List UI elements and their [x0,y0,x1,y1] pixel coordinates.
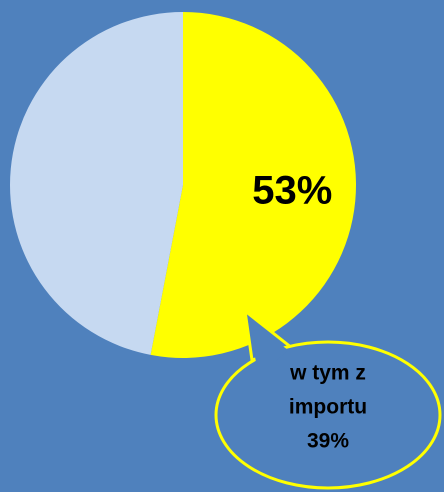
annotation-line: importu [289,396,367,419]
data-label: 53% [252,168,332,212]
pie-slice [9,12,183,355]
annotation-line: w tym z [289,362,366,385]
pie-slice [150,12,356,359]
callout: w tym z importu 39% [214,307,442,490]
annotation-line: 39% [307,430,349,453]
callout-joint [248,320,288,362]
callout-bubble [214,340,442,490]
pie: 53% [9,12,356,359]
